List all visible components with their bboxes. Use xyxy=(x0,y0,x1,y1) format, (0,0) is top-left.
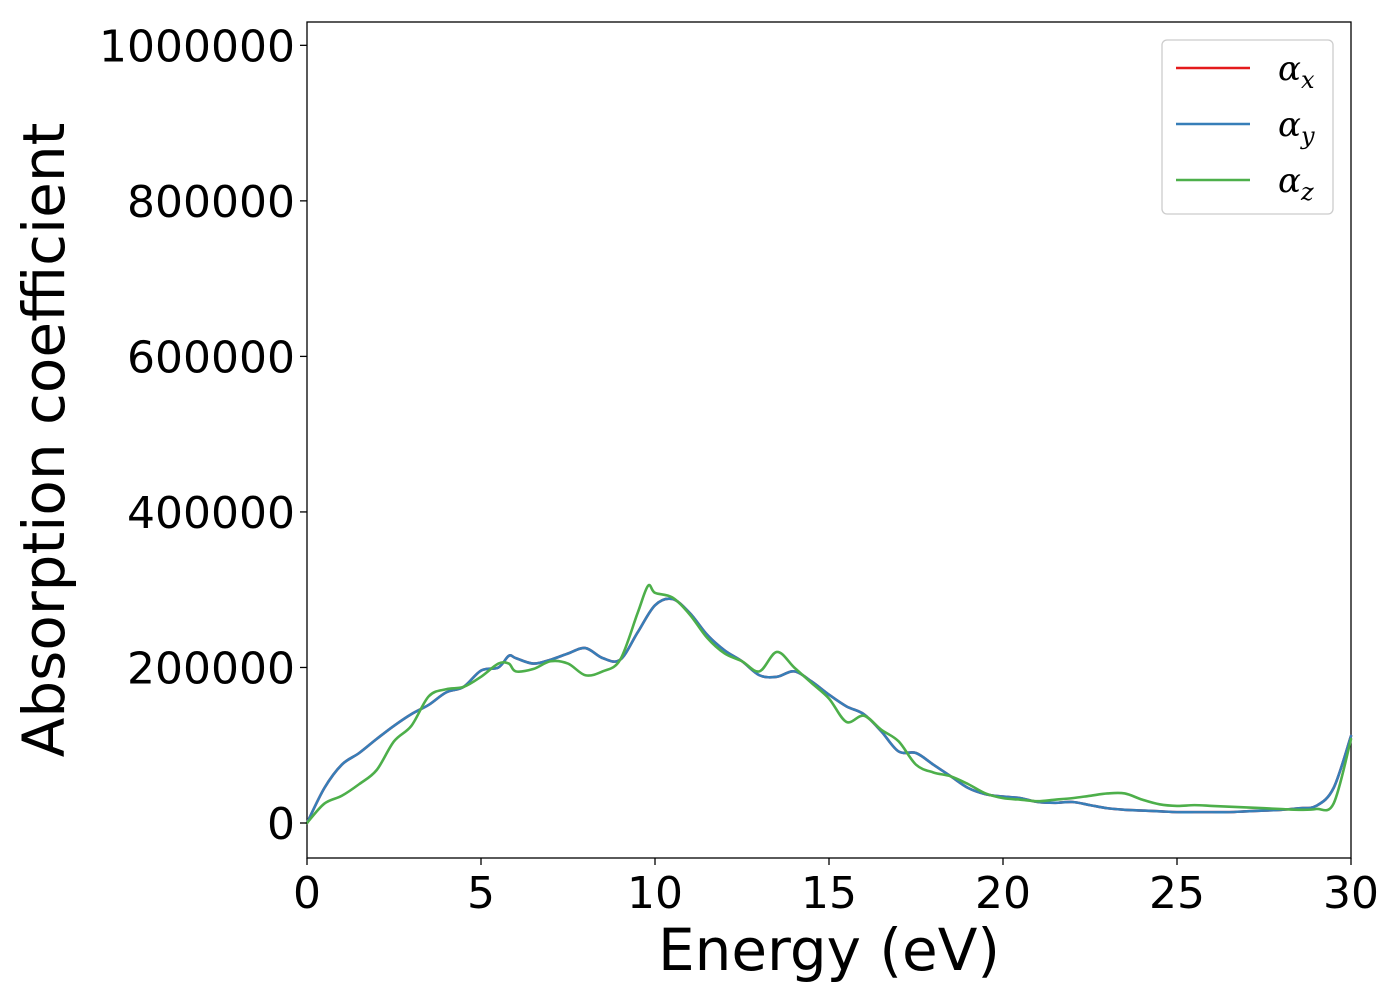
x-tick-label: 30 xyxy=(1323,868,1379,919)
series-line-y xyxy=(305,597,1353,825)
x-tick-label: 10 xyxy=(627,868,683,919)
y-tick-label: 400000 xyxy=(127,488,295,539)
x-tick-label: 15 xyxy=(801,868,857,919)
x-axis-label: Energy (eV) xyxy=(658,916,1000,984)
series-line-x xyxy=(305,597,1353,825)
x-axis: 0 5 10 15 20 25 30 xyxy=(293,858,1379,919)
y-tick-label: 800000 xyxy=(127,177,295,228)
y-axis: 0 200000 400000 600000 800000 1000000 xyxy=(99,21,307,850)
x-tick-label: 25 xyxy=(1149,868,1205,919)
y-axis-label: Absorption coefficient xyxy=(10,123,78,758)
legend-label-z: αz xyxy=(1278,161,1314,206)
legend: αx αy αz xyxy=(1161,39,1334,215)
y-tick-label: 600000 xyxy=(127,332,295,383)
x-tick-label: 5 xyxy=(467,868,495,919)
legend-frame xyxy=(1161,39,1334,215)
y-tick-label: 0 xyxy=(267,799,295,850)
legend-label-y: αy xyxy=(1278,105,1315,150)
legend-label-x: αx xyxy=(1278,49,1315,94)
series-line-z xyxy=(305,583,1353,825)
legend-items: αx αy αz xyxy=(1176,49,1315,206)
y-tick-label: 200000 xyxy=(127,643,295,694)
x-tick-label: 20 xyxy=(975,868,1031,919)
y-tick-label: 1000000 xyxy=(99,21,295,72)
series-layer xyxy=(305,583,1353,825)
x-tick-label: 0 xyxy=(293,868,321,919)
